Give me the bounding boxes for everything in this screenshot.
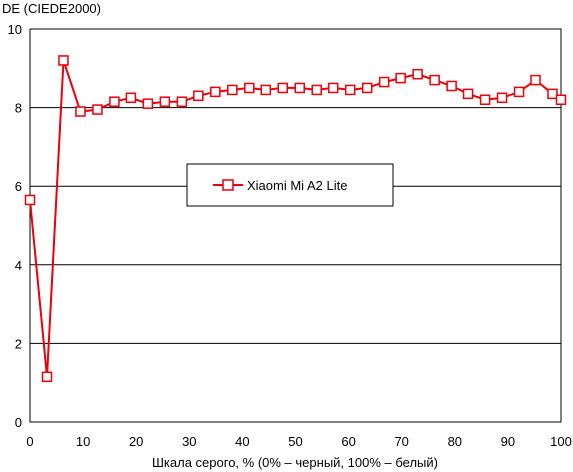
data-point [244,82,255,94]
data-point [344,84,356,96]
data-point [378,76,390,88]
y-axis-title: DE (CIEDE2000) [2,1,101,16]
x-tick-label: 100 [550,434,572,449]
y-tick-label: 0 [15,415,22,430]
data-point [395,72,406,84]
data-point [125,92,137,104]
data-point [479,94,491,105]
y-tick-label: 6 [15,179,22,194]
legend: Xiaomi Mi A2 Lite [186,163,394,207]
data-point [176,96,188,107]
x-tick-label: 90 [501,434,515,449]
data-point [210,86,221,98]
data-point [294,82,305,94]
y-tick-label: 10 [8,22,22,37]
data-point [58,55,69,66]
data-point [109,96,120,107]
data-point [142,98,154,109]
data-point [429,74,440,86]
x-tick-label: 0 [26,434,33,449]
x-tick-label: 10 [76,434,90,449]
x-tick-label: 60 [341,434,355,449]
x-tick-label: 20 [129,434,143,449]
data-point [41,371,53,383]
x-tick-label: 30 [182,434,196,449]
x-axis-title: Шкала серого, % (0% – черный, 100% – бел… [152,455,438,470]
y-tick-label: 4 [15,258,22,273]
data-point [530,74,541,86]
data-point [446,80,457,92]
legend-label: Xiaomi Mi A2 Lite [247,178,347,193]
data-point [159,96,171,107]
x-tick-label: 70 [394,434,408,449]
data-point [92,104,103,115]
data-point [277,82,289,94]
y-tick-label: 2 [15,336,22,351]
legend-marker-icon [222,179,234,191]
x-tick-label: 50 [288,434,302,449]
x-tick-labels: 0 10 20 30 40 50 60 70 80 90 100 [26,434,571,449]
data-point [412,68,423,80]
data-point [555,94,567,105]
data-point [227,84,238,96]
data-point [361,82,373,94]
x-tick-label: 40 [235,434,249,449]
data-point [193,90,204,102]
data-point [24,194,36,206]
data-point [327,82,339,94]
y-tick-label: 8 [15,101,22,116]
data-point [462,88,474,100]
data-point [513,86,525,98]
data-point [75,106,86,117]
x-tick-label: 80 [448,434,462,449]
data-point [311,84,322,96]
data-point [496,92,508,104]
y-tick-labels: 0 2 4 6 8 10 [8,22,22,430]
series-group [24,55,567,383]
data-point [547,88,558,100]
data-point [260,84,272,96]
